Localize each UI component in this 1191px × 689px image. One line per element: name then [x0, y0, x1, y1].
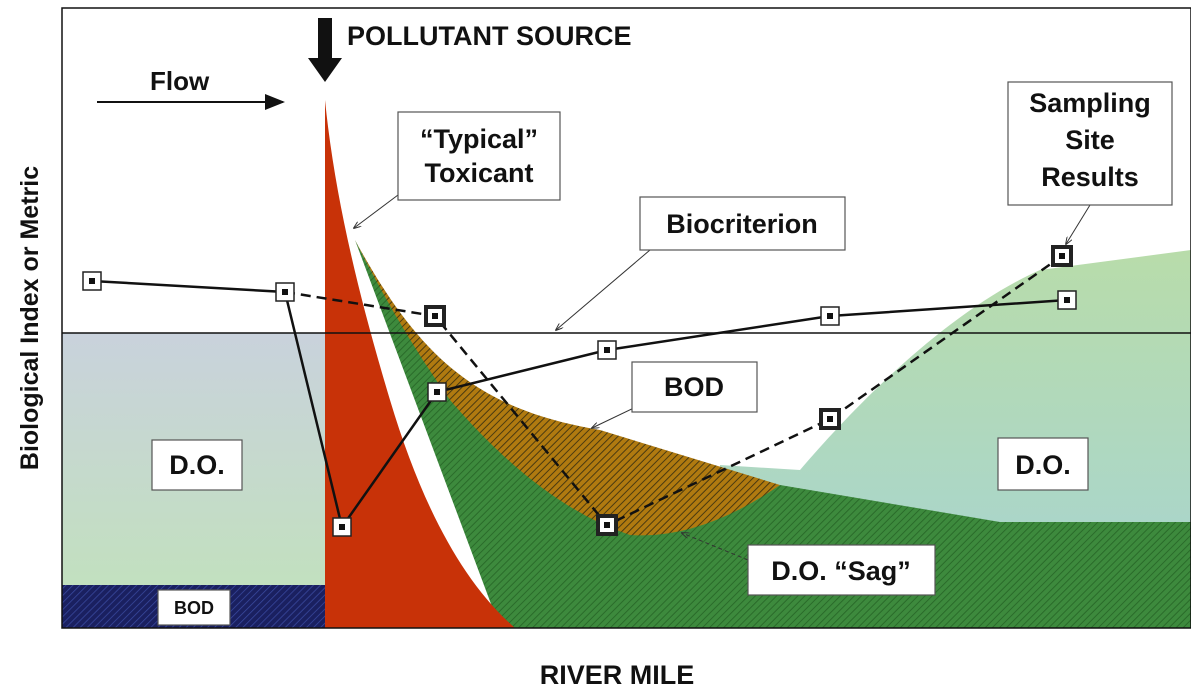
bod-label: BOD [664, 372, 724, 402]
do-sag-area [355, 240, 1191, 628]
toxicant-label: “Typical” Toxicant [420, 124, 538, 188]
flow-label: Flow [150, 66, 210, 96]
label-box [639, 196, 846, 251]
frame [61, 7, 1191, 629]
bod-base-label: BOD [174, 598, 214, 618]
x-axis-label: RIVER MILE [540, 660, 695, 689]
marker-dots [89, 253, 1070, 530]
callout [354, 194, 399, 228]
y-axis-label: Biological Index or Metric [16, 166, 44, 470]
source-arrow [308, 18, 342, 82]
label-box [631, 361, 758, 413]
do-sag-label: D.O. “Sag” [771, 556, 911, 586]
do-right-label: D.O. [1015, 450, 1071, 480]
label-box [1007, 81, 1173, 206]
regions [62, 100, 1191, 628]
toxicant-area [325, 100, 515, 628]
label-box [151, 439, 243, 491]
label-box [157, 589, 231, 626]
do-left-label: D.O. [169, 450, 225, 480]
label-box [397, 111, 561, 201]
label-box [997, 437, 1089, 491]
callout [682, 533, 749, 561]
sampling-label: Sampling Site Results [1029, 88, 1151, 192]
label-box [747, 544, 936, 596]
bod-area [355, 240, 780, 536]
callout [556, 249, 651, 330]
callout [1066, 204, 1091, 244]
biocriterion-label: Biocriterion [666, 209, 818, 239]
source-label: POLLUTANT SOURCE [347, 21, 632, 51]
